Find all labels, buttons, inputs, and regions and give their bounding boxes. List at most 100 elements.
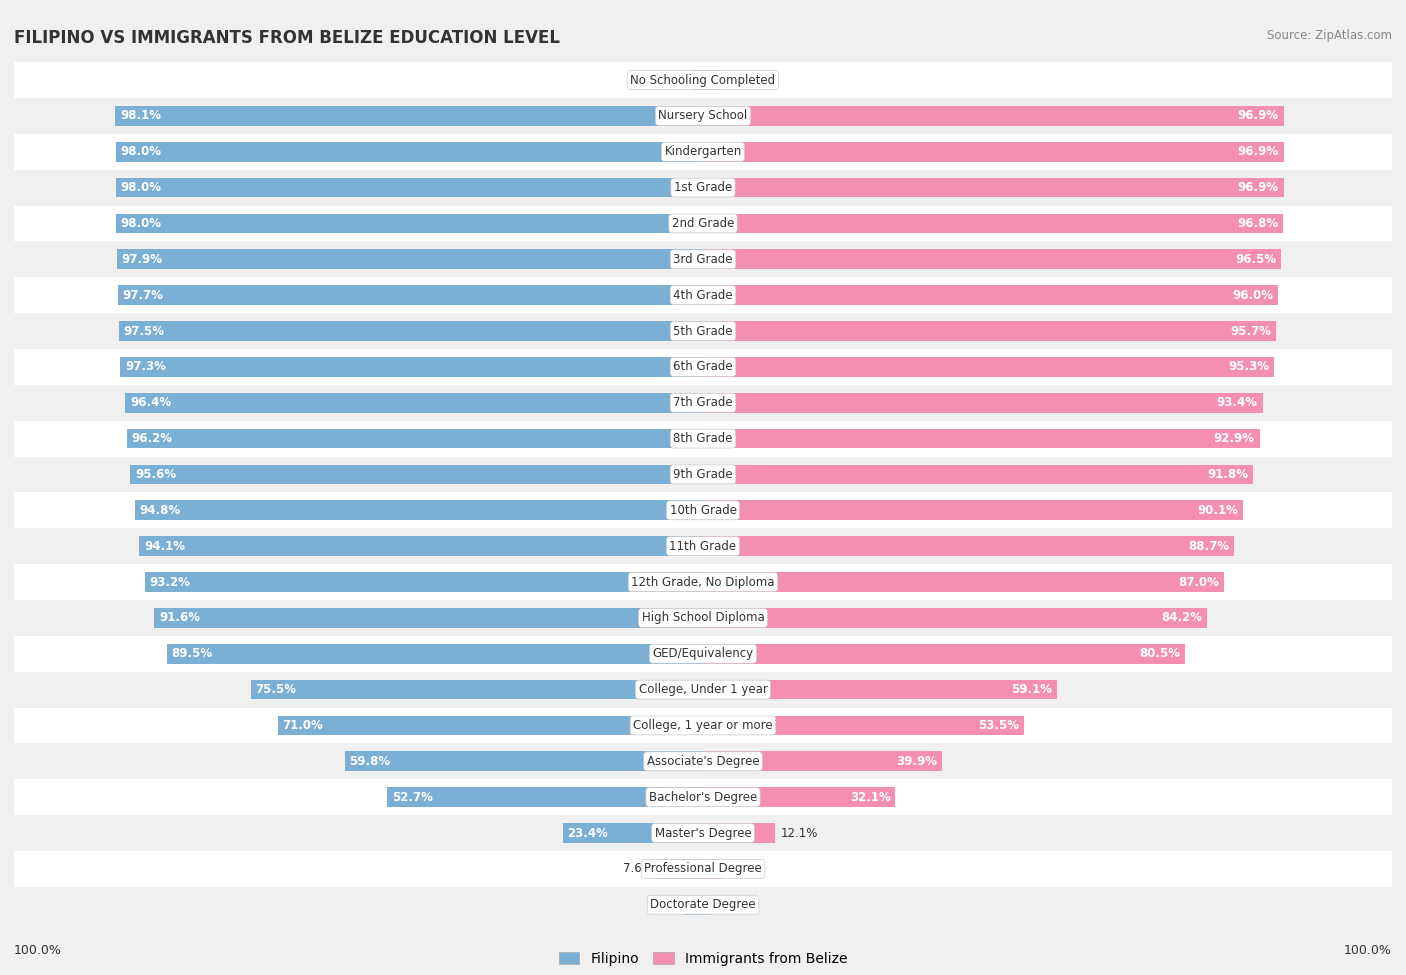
Text: 88.7%: 88.7% xyxy=(1188,539,1230,553)
Bar xyxy=(14,815,1392,851)
Text: 95.3%: 95.3% xyxy=(1227,361,1270,373)
Text: 97.9%: 97.9% xyxy=(121,253,162,266)
Text: Doctorate Degree: Doctorate Degree xyxy=(650,898,756,912)
Text: 98.1%: 98.1% xyxy=(120,109,162,123)
Text: 96.9%: 96.9% xyxy=(1237,181,1278,194)
Bar xyxy=(703,716,1024,735)
Bar xyxy=(127,429,703,448)
Text: 8th Grade: 8th Grade xyxy=(673,432,733,446)
Bar xyxy=(14,456,1392,492)
Bar xyxy=(139,536,703,556)
Bar xyxy=(117,250,703,269)
Text: 91.8%: 91.8% xyxy=(1208,468,1249,481)
Bar xyxy=(14,636,1392,672)
Text: 59.1%: 59.1% xyxy=(1011,683,1052,696)
Bar xyxy=(703,357,1274,376)
Bar xyxy=(277,716,703,735)
Text: 96.9%: 96.9% xyxy=(1237,145,1278,158)
Text: High School Diploma: High School Diploma xyxy=(641,611,765,624)
Bar xyxy=(14,98,1392,134)
Text: Bachelor's Degree: Bachelor's Degree xyxy=(650,791,756,803)
Text: 3.4%: 3.4% xyxy=(648,898,678,912)
Bar xyxy=(703,321,1277,341)
Text: No Schooling Completed: No Schooling Completed xyxy=(630,73,776,87)
Bar xyxy=(14,313,1392,349)
Bar xyxy=(703,286,1278,305)
Bar xyxy=(14,743,1392,779)
Text: 95.7%: 95.7% xyxy=(1230,325,1271,337)
Bar xyxy=(14,242,1392,277)
Bar xyxy=(125,393,703,412)
Text: 1st Grade: 1st Grade xyxy=(673,181,733,194)
Bar xyxy=(703,644,1185,664)
Bar xyxy=(14,206,1392,242)
Text: College, 1 year or more: College, 1 year or more xyxy=(633,719,773,732)
Bar xyxy=(14,600,1392,636)
Text: 75.5%: 75.5% xyxy=(256,683,297,696)
Text: 9th Grade: 9th Grade xyxy=(673,468,733,481)
Bar xyxy=(250,680,703,699)
Text: 4th Grade: 4th Grade xyxy=(673,289,733,301)
Bar xyxy=(14,672,1392,708)
Text: 96.2%: 96.2% xyxy=(132,432,173,446)
Legend: Filipino, Immigrants from Belize: Filipino, Immigrants from Belize xyxy=(553,947,853,971)
Bar xyxy=(562,823,703,842)
Bar xyxy=(14,385,1392,420)
Text: 96.5%: 96.5% xyxy=(1236,253,1277,266)
Bar xyxy=(703,787,896,807)
Text: 92.9%: 92.9% xyxy=(1213,432,1254,446)
Bar xyxy=(690,70,703,90)
Text: 39.9%: 39.9% xyxy=(896,755,938,767)
Text: 100.0%: 100.0% xyxy=(14,944,62,957)
Bar xyxy=(703,142,1284,162)
Bar xyxy=(14,277,1392,313)
Bar xyxy=(115,177,703,198)
Bar xyxy=(14,528,1392,565)
Text: 91.6%: 91.6% xyxy=(159,611,200,624)
Text: 23.4%: 23.4% xyxy=(568,827,609,839)
Bar xyxy=(131,464,703,485)
Bar xyxy=(703,859,724,878)
Bar xyxy=(387,787,703,807)
Bar xyxy=(167,644,703,664)
Bar xyxy=(703,464,1253,485)
Text: 98.0%: 98.0% xyxy=(121,145,162,158)
Text: 98.0%: 98.0% xyxy=(121,181,162,194)
Text: GED/Equivalency: GED/Equivalency xyxy=(652,647,754,660)
Text: 95.6%: 95.6% xyxy=(135,468,176,481)
Bar xyxy=(14,492,1392,528)
Text: 10th Grade: 10th Grade xyxy=(669,504,737,517)
Bar xyxy=(14,851,1392,887)
Bar xyxy=(703,500,1243,521)
Text: 52.7%: 52.7% xyxy=(392,791,433,803)
Text: Professional Degree: Professional Degree xyxy=(644,862,762,876)
Text: Master's Degree: Master's Degree xyxy=(655,827,751,839)
Text: 71.0%: 71.0% xyxy=(283,719,323,732)
Bar xyxy=(115,214,703,233)
Text: 3.1%: 3.1% xyxy=(727,73,756,87)
Bar xyxy=(120,321,703,341)
Text: 93.4%: 93.4% xyxy=(1216,396,1258,410)
Text: 89.5%: 89.5% xyxy=(172,647,212,660)
Bar xyxy=(14,420,1392,456)
Text: College, Under 1 year: College, Under 1 year xyxy=(638,683,768,696)
Bar xyxy=(703,536,1234,556)
Bar xyxy=(344,752,703,771)
Text: 80.5%: 80.5% xyxy=(1139,647,1181,660)
Bar xyxy=(703,250,1281,269)
Bar xyxy=(703,752,942,771)
Text: 90.1%: 90.1% xyxy=(1197,504,1237,517)
Text: 84.2%: 84.2% xyxy=(1161,611,1202,624)
Text: 12.1%: 12.1% xyxy=(780,827,818,839)
Text: 1.3%: 1.3% xyxy=(716,898,745,912)
Bar xyxy=(14,565,1392,600)
Bar xyxy=(703,608,1208,628)
Text: Associate's Degree: Associate's Degree xyxy=(647,755,759,767)
Text: 7th Grade: 7th Grade xyxy=(673,396,733,410)
Text: 100.0%: 100.0% xyxy=(1344,944,1392,957)
Text: 5th Grade: 5th Grade xyxy=(673,325,733,337)
Bar xyxy=(703,393,1263,412)
Text: 98.0%: 98.0% xyxy=(121,217,162,230)
Bar xyxy=(14,887,1392,922)
Bar xyxy=(703,214,1282,233)
